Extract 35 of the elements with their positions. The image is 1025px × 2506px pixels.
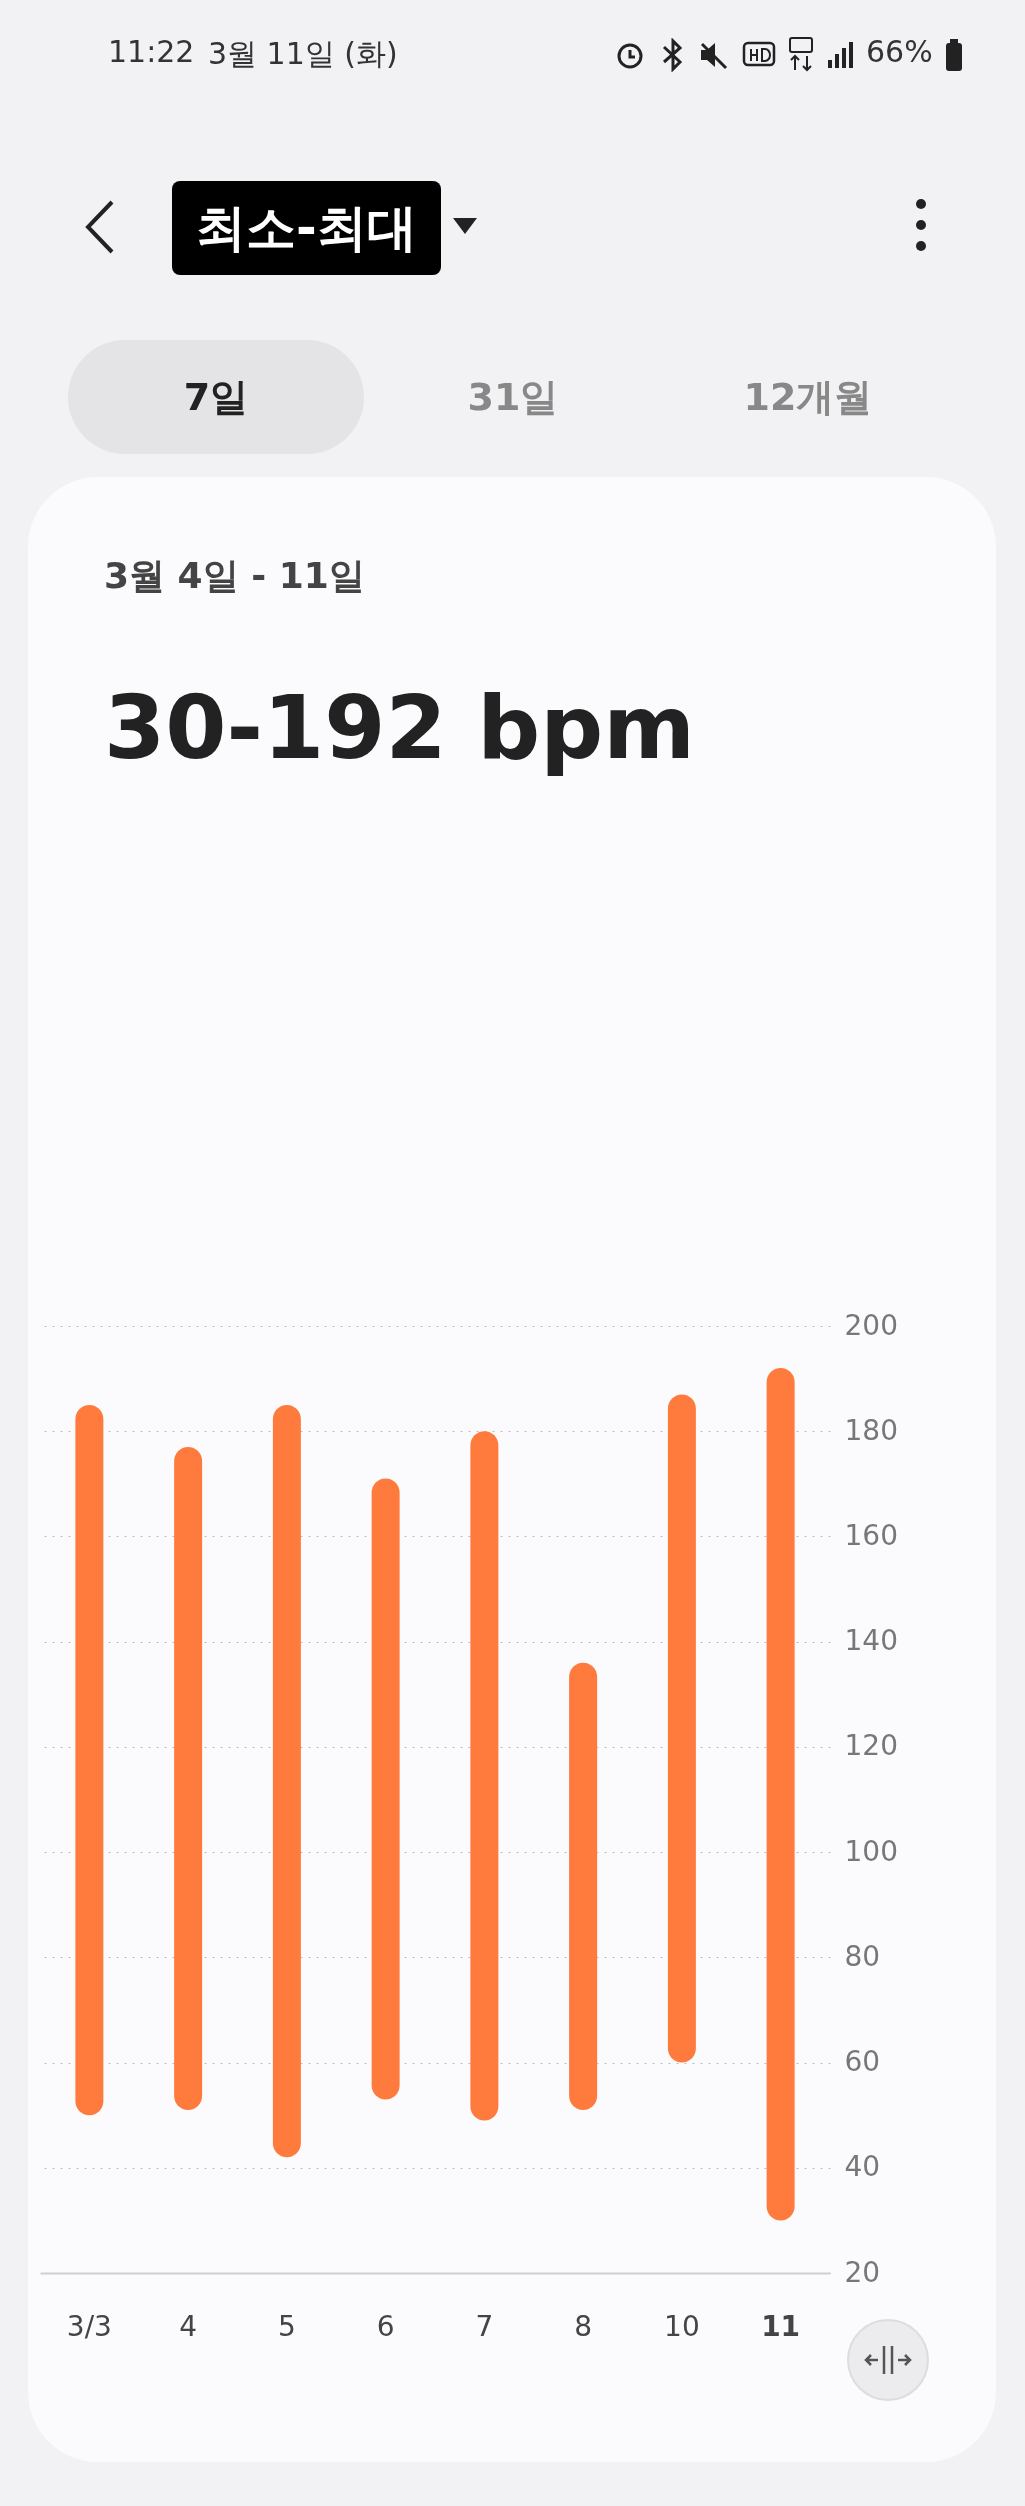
- x-tick-label: 7: [475, 2309, 494, 2343]
- x-tick-label: 11: [761, 2309, 801, 2343]
- y-tick-label: 200: [844, 1308, 898, 1342]
- y-tick-label: 80: [844, 1939, 881, 1973]
- y-tick-label: 100: [844, 1834, 898, 1868]
- bar: [470, 1431, 499, 2121]
- y-tick-label: 120: [844, 1729, 898, 1763]
- bar: [371, 1478, 400, 2100]
- x-tick-label: 3/3: [66, 2309, 112, 2343]
- bar: [174, 1447, 203, 2110]
- chart-title: 최소-최대: [172, 181, 441, 275]
- y-tick-label: 160: [844, 1518, 898, 1552]
- chart-subtitle: 3월 4일 - 11일: [104, 554, 365, 598]
- text: 30-192 bpm: [104, 676, 695, 779]
- text: 31일: [466, 374, 560, 421]
- text: 7일: [182, 374, 250, 421]
- y-tick-label: 20: [844, 2255, 881, 2289]
- bar: [75, 1404, 104, 2116]
- text: 12개월: [742, 374, 874, 421]
- x-tick-label: 8: [574, 2309, 593, 2343]
- bar: [569, 1662, 598, 2110]
- y-tick-label: 40: [844, 2150, 881, 2184]
- bar: [766, 1368, 795, 2221]
- y-tick-label: 140: [844, 1624, 898, 1658]
- text: 11:22: [108, 34, 195, 69]
- x-tick-label: 10: [664, 2309, 700, 2343]
- bar: [272, 1404, 301, 2158]
- bar: [667, 1394, 696, 2063]
- y-tick-label: 60: [844, 2045, 881, 2079]
- text: 66%: [866, 34, 933, 69]
- x-tick-label: 6: [376, 2309, 395, 2343]
- text: 3월 11일 (화): [208, 35, 398, 73]
- x-tick-label: 5: [277, 2309, 296, 2343]
- x-tick-label: 4: [179, 2309, 198, 2343]
- y-tick-label: 180: [844, 1413, 898, 1447]
